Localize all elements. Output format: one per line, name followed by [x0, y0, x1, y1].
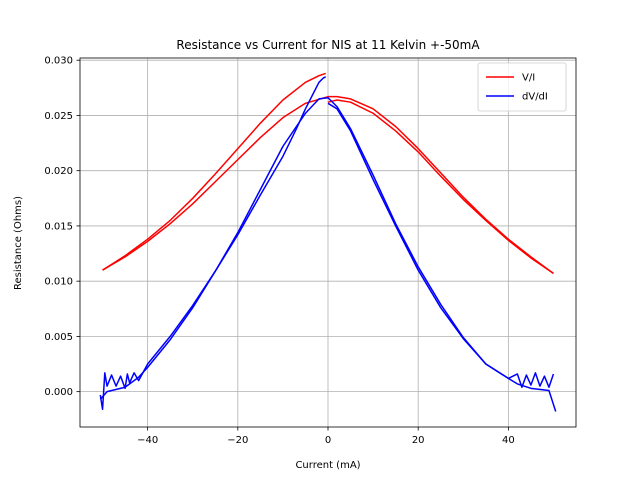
series-line [99, 76, 327, 411]
plot-lines [99, 72, 557, 412]
series-line [102, 95, 554, 275]
ticks: −40 −20 0 20 40 0.000 0.005 0.010 0.015 0.020 0.02… [44, 56, 514, 446]
x-tick-label: −40 [137, 435, 158, 446]
x-tick-label: 20 [412, 435, 425, 446]
y-tick-label: 0.000 [44, 387, 73, 398]
y-tick-label: 0.030 [44, 56, 73, 67]
chart-title: Resistance vs Current for NIS at 11 Kelv… [176, 38, 480, 52]
series-v-over-i [102, 72, 554, 275]
y-tick-label: 0.015 [44, 221, 73, 232]
series-dv-over-di [99, 76, 557, 412]
x-tick-label: 0 [325, 435, 331, 446]
series-line [327, 102, 555, 388]
y-tick-label: 0.020 [44, 166, 73, 177]
x-tick-label: −20 [227, 435, 248, 446]
legend-label: dV/dI [522, 92, 548, 103]
legend: V/I dV/dI [477, 62, 567, 112]
legend-label: V/I [522, 73, 535, 84]
y-axis-label: Resistance (Ohms) [13, 196, 24, 290]
legend-box [477, 62, 567, 112]
y-tick-label: 0.025 [44, 111, 73, 122]
y-tick-label: 0.005 [44, 332, 73, 343]
x-tick-label: 40 [502, 435, 515, 446]
x-axis-label: Current (mA) [295, 460, 360, 471]
series-line [327, 99, 554, 275]
y-tick-label: 0.010 [44, 277, 73, 288]
series-line [102, 72, 326, 271]
